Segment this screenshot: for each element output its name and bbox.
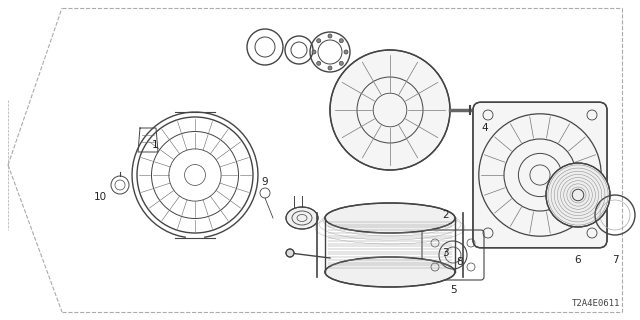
Ellipse shape bbox=[325, 203, 455, 233]
Circle shape bbox=[339, 39, 343, 43]
Circle shape bbox=[546, 163, 610, 227]
Text: 6: 6 bbox=[575, 255, 581, 265]
Text: 10: 10 bbox=[93, 192, 107, 202]
Text: 5: 5 bbox=[450, 285, 456, 295]
Circle shape bbox=[312, 50, 316, 54]
Circle shape bbox=[328, 34, 332, 38]
Circle shape bbox=[328, 66, 332, 70]
Text: T2A4E0611: T2A4E0611 bbox=[572, 299, 620, 308]
FancyBboxPatch shape bbox=[473, 102, 607, 248]
Text: 9: 9 bbox=[262, 177, 268, 187]
Text: 4: 4 bbox=[482, 123, 488, 133]
Circle shape bbox=[330, 50, 450, 170]
Text: 2: 2 bbox=[443, 210, 449, 220]
Circle shape bbox=[317, 61, 321, 65]
Text: 1: 1 bbox=[152, 140, 158, 150]
Circle shape bbox=[339, 61, 343, 65]
Circle shape bbox=[286, 249, 294, 257]
Circle shape bbox=[344, 50, 348, 54]
Text: 7: 7 bbox=[612, 255, 618, 265]
Text: 3: 3 bbox=[442, 248, 448, 258]
Text: 8: 8 bbox=[457, 257, 463, 267]
Ellipse shape bbox=[325, 257, 455, 287]
Circle shape bbox=[317, 39, 321, 43]
Ellipse shape bbox=[286, 207, 318, 229]
